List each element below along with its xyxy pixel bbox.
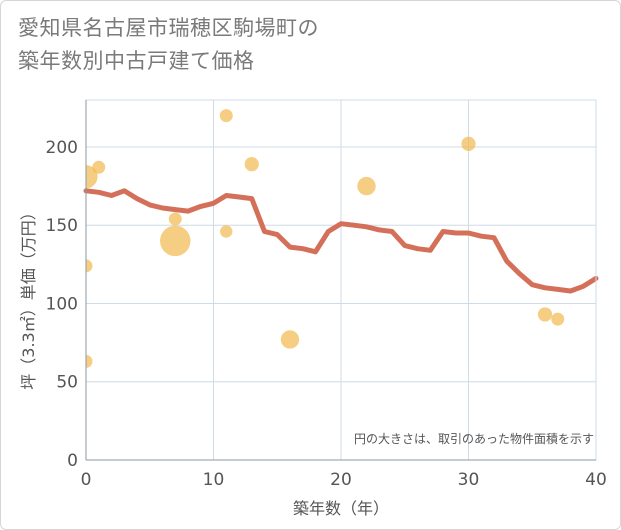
data-bubble-8 (244, 157, 259, 172)
data-bubble-4 (160, 225, 191, 257)
x-axis-label: 築年数（年） (293, 499, 389, 518)
y-tick-label-150: 150 (46, 216, 78, 236)
data-bubble-11 (461, 136, 476, 151)
axes (85, 99, 597, 461)
trend-line-group (83, 188, 599, 294)
title-line-1: 愛知県名古屋市瑞穂区駒場町の (18, 16, 319, 40)
data-bubble-2 (86, 354, 93, 368)
size-annotation: 円の大きさは、取引のあった物件面積を示す (354, 431, 594, 446)
x-tick-label-0: 0 (81, 470, 92, 490)
y-tick-label-0: 0 (67, 451, 78, 471)
data-bubble-10 (357, 176, 376, 196)
data-bubble-1 (86, 259, 93, 273)
data-bubble-9 (280, 330, 300, 349)
data-bubble-6 (219, 109, 233, 123)
title-line-2: 築年数別中古戸建て価格 (18, 49, 255, 73)
x-tick-label-40: 40 (585, 470, 607, 490)
data-bubble-3 (92, 160, 106, 174)
y-tick-label-200: 200 (46, 138, 78, 158)
bubble-series (86, 109, 565, 368)
chart-title: 愛知県名古屋市瑞穂区駒場町の 築年数別中古戸建て価格 (18, 12, 319, 78)
x-tick-label-20: 20 (330, 470, 352, 490)
data-bubble-13 (551, 312, 565, 326)
x-tick-label-30: 30 (458, 470, 480, 490)
y-tick-label-100: 100 (46, 294, 78, 314)
data-bubble-5 (168, 212, 182, 226)
data-bubble-7 (220, 225, 233, 238)
trend-line (83, 188, 599, 294)
y-tick-label-50: 50 (56, 373, 78, 393)
data-bubble-12 (537, 307, 553, 322)
grid-lines (86, 100, 597, 460)
tick-labels: 0 50 100 150 200 0 10 20 30 40 (46, 138, 607, 490)
y-axis-label: 坪（3.3㎡）単価（万円） (19, 204, 38, 389)
x-tick-label-10: 10 (203, 470, 225, 490)
